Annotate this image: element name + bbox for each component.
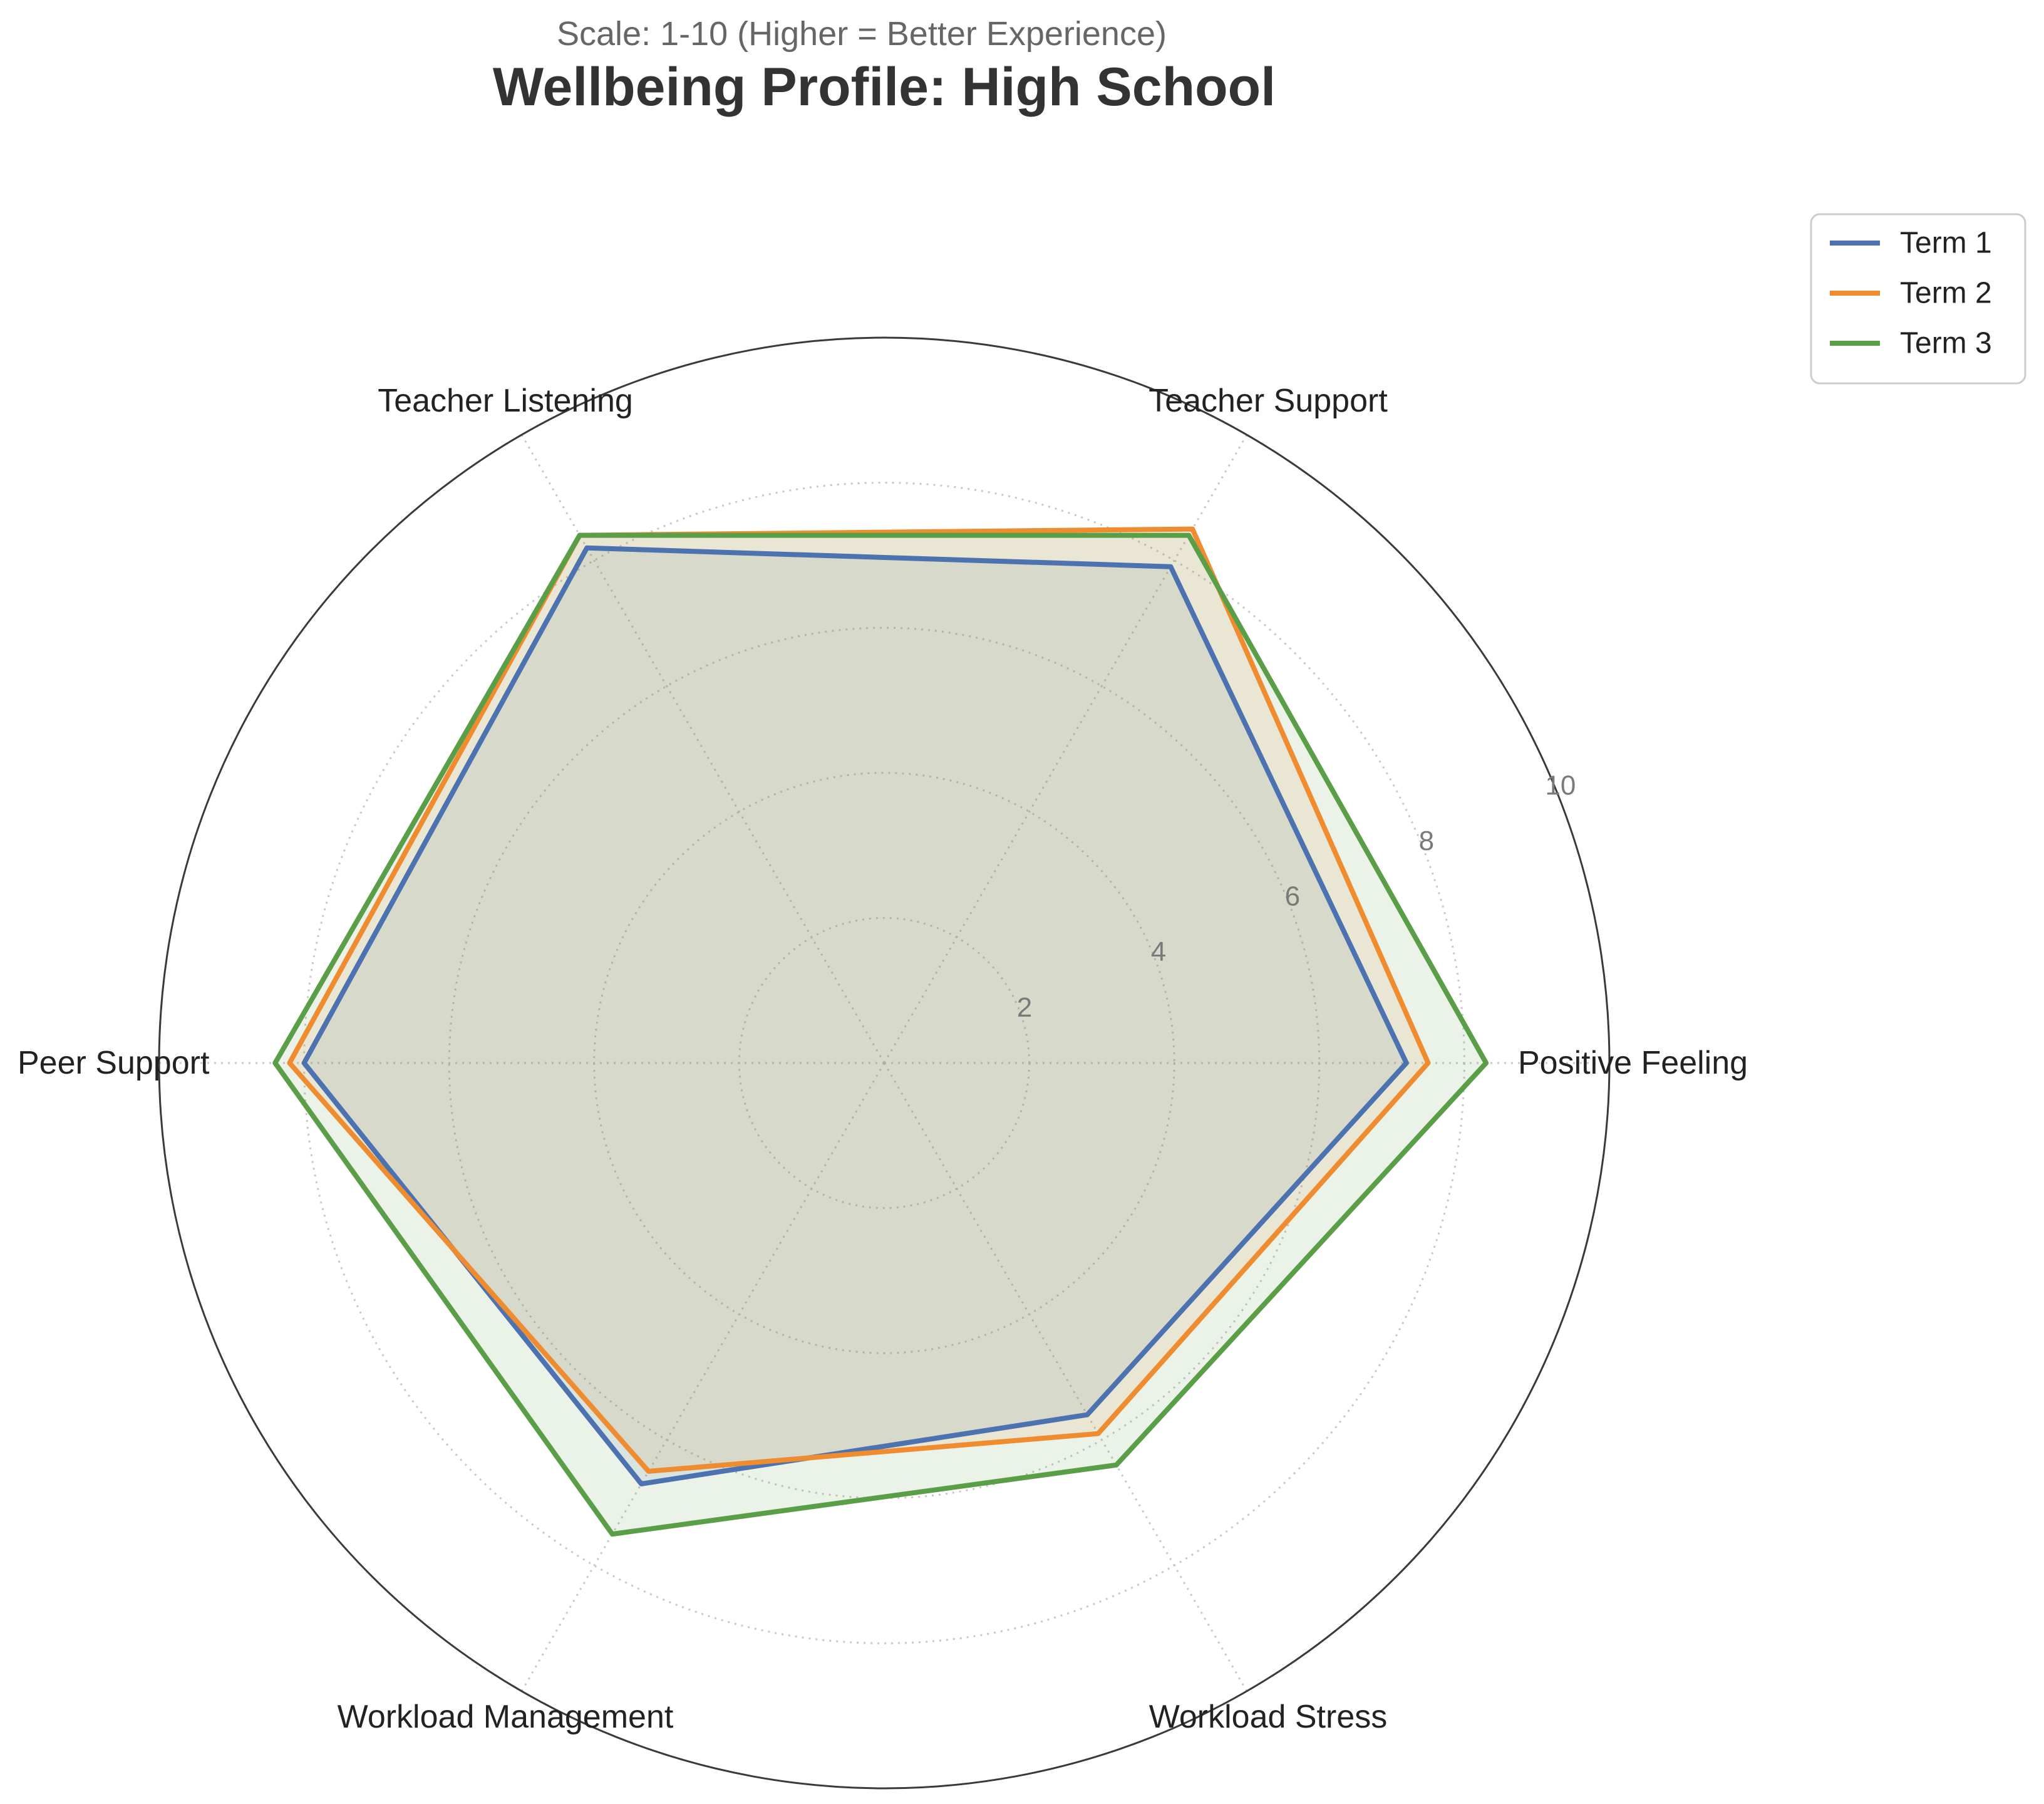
series-fill-term-3 (275, 535, 1487, 1535)
series-line-term-3 (272, 532, 1489, 1537)
axis-label-workload-stress: Workload Stress (1149, 1699, 1388, 1735)
axis-label-positive-feeling: Positive Feeling (1518, 1045, 1748, 1081)
series-fill-term-1 (304, 547, 1407, 1484)
radar-grid (158, 336, 1611, 1790)
tick-label-10: 10 (1545, 770, 1576, 801)
series-layer (272, 526, 1489, 1537)
outer-circle (158, 336, 1611, 1790)
legend-label-term-3: Term 3 (1900, 327, 1992, 360)
radial-tick-labels: 2 4 6 8 10 (1017, 770, 1576, 1023)
axis-label-teacher-listening: Teacher Listening (378, 383, 633, 419)
tick-label-2: 2 (1017, 992, 1032, 1023)
chart-title: Wellbeing Profile: High School (493, 57, 1276, 117)
tick-label-6: 6 (1285, 881, 1300, 912)
axis-labels: Positive Feeling Teacher Support Teacher L… (18, 383, 1748, 1735)
tick-label-8: 8 (1419, 826, 1434, 856)
legend: Term 1 Term 2 Term 3 (1810, 213, 2026, 385)
axis-label-workload-management: Workload Management (338, 1699, 674, 1735)
series-line-term-1 (301, 545, 1409, 1486)
chart-subtitle: Scale: 1-10 (Higher = Better Experience) (557, 15, 1167, 53)
axis-label-teacher-support: Teacher Support (1148, 383, 1388, 419)
legend-label-term-1: Term 1 (1900, 227, 1992, 260)
legend-label-term-2: Term 2 (1900, 277, 1992, 310)
series-fill-term-2 (289, 529, 1428, 1471)
tick-label-4: 4 (1151, 936, 1166, 967)
series-line-term-2 (287, 526, 1431, 1474)
axis-label-peer-support: Peer Support (18, 1045, 210, 1081)
